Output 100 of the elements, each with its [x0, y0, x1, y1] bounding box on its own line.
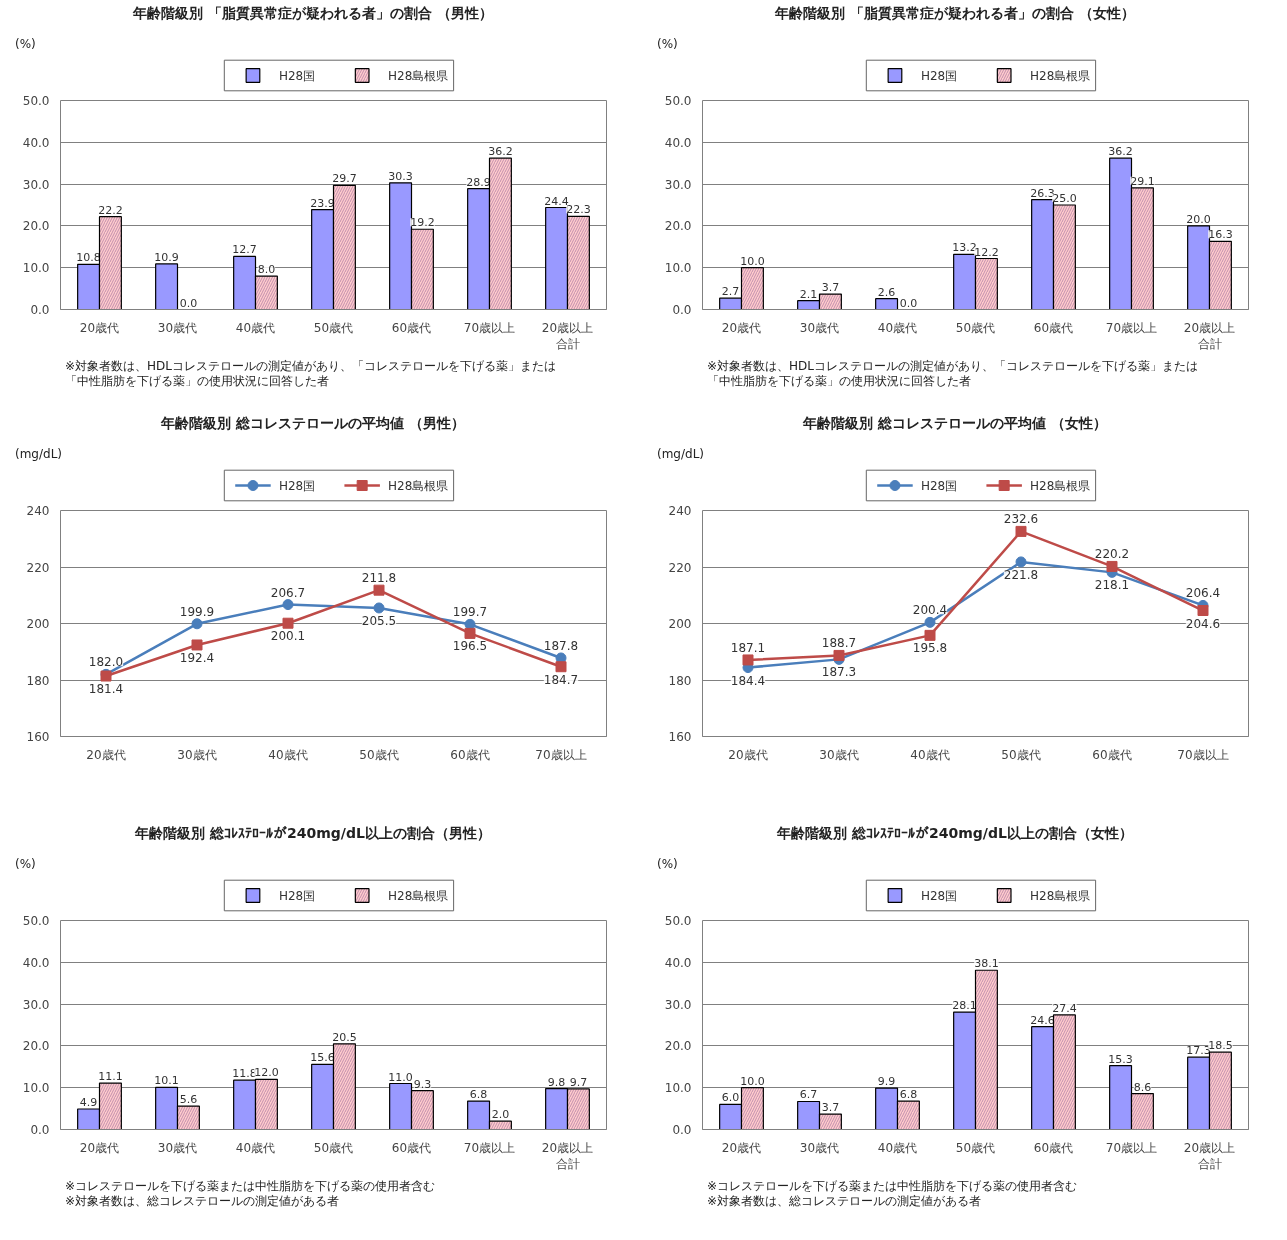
x-tick-label: 40歳代	[268, 747, 308, 762]
chart-title: 年齢階級別 「脂質異常症が疑われる者」の割合 （男性）	[133, 5, 493, 23]
x-tick-label: 60歳代	[391, 1140, 432, 1155]
y-tick-label: 180	[26, 673, 50, 688]
x-tick-label: 70歳以上	[535, 747, 587, 762]
y-tick-label: 0.0	[672, 303, 692, 317]
data-label: 5.6	[179, 1093, 198, 1107]
data-label: 199.7	[452, 605, 488, 620]
bar	[155, 263, 179, 310]
y-tick-label: 160	[668, 730, 692, 744]
bar	[875, 298, 899, 310]
data-label: 9.3	[413, 1077, 432, 1091]
x-tick-label: 60歳代	[1033, 1140, 1074, 1155]
point	[282, 617, 294, 629]
data-label: 184.4	[730, 673, 766, 688]
data-label: 10.9	[154, 250, 179, 264]
point	[1106, 560, 1118, 572]
data-label: 2.0	[491, 1108, 510, 1122]
point	[924, 616, 936, 628]
data-label: 15.3	[1108, 1052, 1133, 1066]
text: ※対象者数は、HDLコレステロールの測定値があり、「コレステロールを下げる薬」または「中性脂肪を下げる薬」の使用状況に回答した者	[707, 359, 1199, 389]
y-axis-title: (%)	[15, 857, 36, 872]
point	[1015, 556, 1027, 568]
x-tick-label: 70歳以上	[463, 320, 516, 335]
data-label: 22.2	[98, 203, 123, 217]
legend-label: H28国	[920, 478, 958, 493]
data-label: 184.7	[543, 672, 579, 687]
text: ※コレステロールを下げる薬または中性脂肪を下げる薬の使用者含む	[707, 1179, 1078, 1193]
x-tick-label: 40歳代	[910, 747, 950, 762]
x-tick-label: 50歳代	[955, 320, 996, 335]
data-label: 28.1	[952, 999, 977, 1013]
data-label: 200.4	[912, 603, 948, 618]
data-label: 26.3	[1030, 186, 1055, 200]
data-label: 17.3	[1186, 1044, 1211, 1058]
point	[742, 654, 754, 666]
data-label: 8.6	[1133, 1080, 1152, 1094]
data-label: 27.4	[1052, 1001, 1077, 1015]
y-tick-label: 30.0	[22, 177, 50, 192]
point	[373, 584, 385, 596]
x-tick-label: 70歳以上	[1177, 747, 1229, 762]
legend-label: H28島根県	[388, 478, 449, 493]
data-label: 196.5	[452, 639, 488, 654]
y-tick-label: 240	[668, 504, 692, 518]
data-label: 187.1	[730, 640, 766, 655]
data-label: 29.7	[332, 172, 357, 186]
data-label: 195.8	[912, 641, 948, 656]
x-tick-label: 70歳以上	[1105, 1140, 1158, 1155]
y-tick-label: 220	[668, 560, 692, 575]
legend-label: H28島根県	[388, 68, 449, 83]
data-label: 22.3	[566, 203, 591, 217]
data-label: 221.8	[1003, 567, 1039, 582]
data-label: 187.8	[543, 638, 579, 653]
x-tick-label: 30歳代	[819, 747, 859, 762]
data-label: 9.8	[547, 1075, 566, 1089]
data-label: 205.5	[361, 613, 397, 628]
data-label: 211.8	[361, 571, 397, 586]
y-tick-label: 20.0	[22, 219, 50, 234]
chart-title: 年齢階級別 「脂質異常症が疑われる者」の割合 （女性）	[775, 5, 1135, 23]
data-label: 206.7	[270, 585, 306, 600]
data-label: 0.0	[899, 296, 918, 310]
data-label: 192.4	[179, 650, 215, 665]
y-tick-label: 0.0	[672, 1123, 692, 1137]
data-label: 36.2	[488, 145, 513, 159]
data-label: 13.2	[952, 241, 977, 255]
data-label: 9.7	[569, 1075, 588, 1089]
point	[373, 602, 385, 614]
data-label: 38.1	[974, 957, 999, 971]
x-tick-label: 20歳代	[721, 1140, 762, 1155]
y-axis-title: (%)	[657, 37, 678, 52]
data-label: 6.8	[469, 1088, 488, 1102]
x-tick-label: 20歳以上合計	[541, 1140, 594, 1172]
x-tick-label: 20歳代	[79, 320, 120, 335]
x-tick-label: 20歳以上合計	[1183, 1140, 1236, 1172]
x-tick-label: 50歳代	[359, 747, 399, 762]
chart-title: 年齢階級別 総コレステロールの平均値 （男性）	[161, 415, 465, 433]
text: ※対象者数は、総コレステロールの測定値がある者	[65, 1194, 340, 1208]
data-label: 181.4	[88, 682, 124, 697]
y-tick-label: 0.0	[30, 1123, 50, 1137]
x-tick-label: 20歳代	[721, 320, 762, 335]
x-tick-label: 40歳代	[235, 320, 276, 335]
y-tick-label: 20.0	[664, 1039, 692, 1054]
data-label: 188.7	[821, 636, 857, 651]
data-label: 200.1	[270, 629, 306, 644]
point	[1015, 525, 1027, 537]
data-label: 12.7	[232, 243, 257, 257]
chart-title: 年齢階級別 総ｺﾚｽﾃﾛｰﾙが240mg/dL以上の割合（男性）	[135, 825, 491, 843]
data-label: 0.0	[179, 296, 198, 310]
legend-label: H28島根県	[1030, 888, 1091, 903]
point	[464, 618, 476, 630]
x-tick-label: 70歳以上	[1105, 320, 1158, 335]
data-label: 199.9	[179, 604, 215, 619]
data-label: 29.1	[1130, 174, 1155, 188]
legend-label: H28国	[278, 888, 316, 903]
y-tick-label: 50.0	[22, 914, 50, 928]
point	[555, 661, 567, 673]
y-tick-label: 50.0	[664, 914, 692, 928]
y-tick-label: 20.0	[664, 219, 692, 234]
data-label: 2.7	[721, 285, 740, 299]
data-label: 2.6	[877, 285, 896, 299]
x-tick-label: 30歳代	[799, 320, 840, 335]
